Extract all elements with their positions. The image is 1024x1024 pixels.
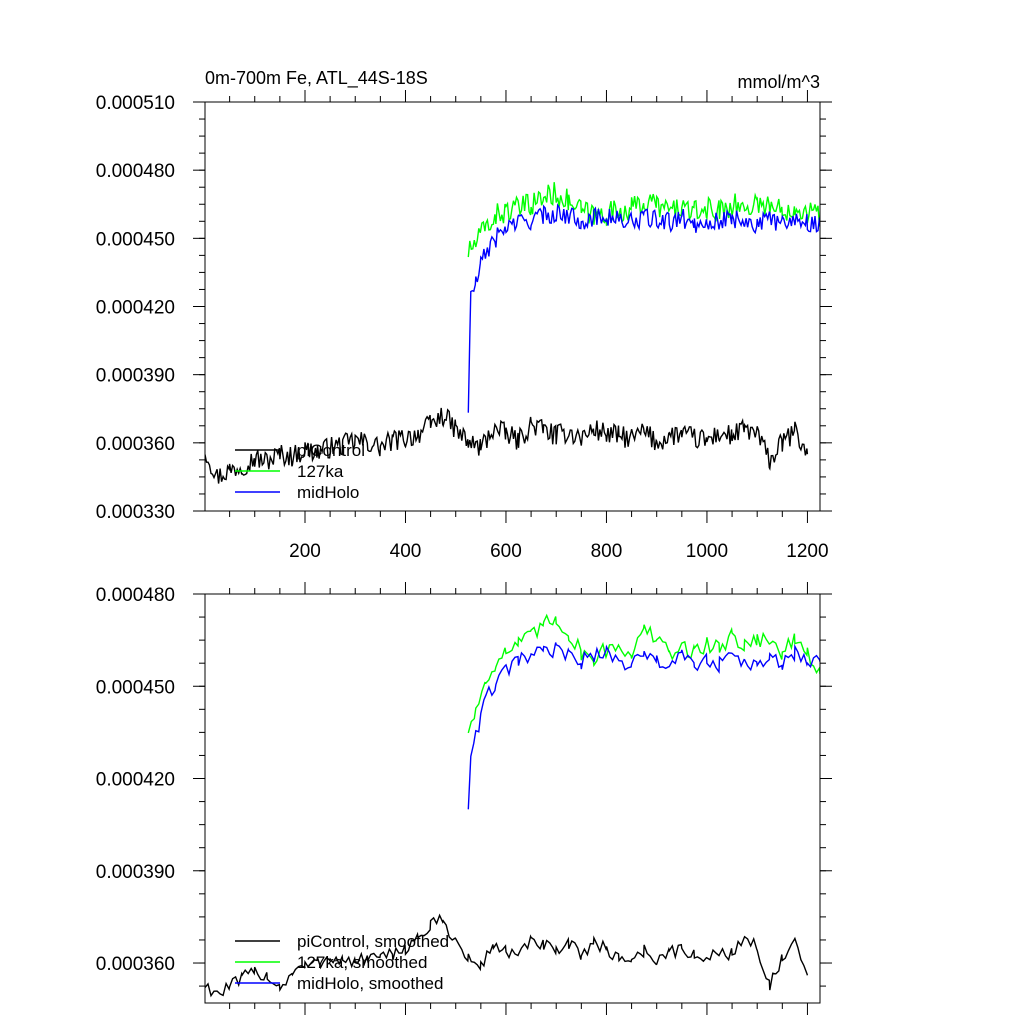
- y-tick-label: 0.000390: [96, 862, 175, 883]
- y-tick-label: 0.000360: [96, 434, 175, 455]
- y-tick-label: 0.000420: [96, 298, 175, 319]
- x-tick-label: 200: [289, 541, 321, 562]
- y-tick-label: 0.000450: [96, 677, 175, 698]
- y-tick-label: 0.000360: [96, 954, 175, 975]
- y-tick-label: 0.000330: [96, 502, 175, 523]
- y-tick-label: 0.000510: [96, 93, 175, 114]
- series-line-3: [467, 642, 820, 810]
- legend-label: piControl, smoothed: [297, 932, 449, 951]
- series-line-3: [467, 203, 820, 413]
- chart-title: 0m-700m Fe, ATL_44S-18S: [205, 68, 428, 89]
- series-line-1: [205, 407, 809, 484]
- y-tick-label: 0.000390: [96, 366, 175, 387]
- y-tick-label: 0.000450: [96, 229, 175, 250]
- y-tick-label: 0.000420: [96, 770, 175, 791]
- x-tick-label: 400: [390, 541, 422, 562]
- x-tick-label: 600: [490, 541, 522, 562]
- units-label: mmol/m^3: [738, 72, 820, 92]
- y-tick-label: 0.000480: [96, 161, 175, 182]
- legend-label: 127ka: [297, 462, 344, 481]
- legend-label: 127ka, smoothed: [297, 953, 427, 972]
- x-tick-label: 1000: [686, 541, 728, 562]
- legend-label: midHolo, smoothed: [297, 974, 443, 993]
- panel-1: 0.000330 0.000360 0.000390 0.000420 0.000450…: [96, 68, 832, 562]
- x-tick-label: 800: [591, 541, 623, 562]
- series-line-2: [467, 182, 820, 258]
- panel-2: 0.000360 0.000390 0.000420 0.000450 0.000480…: [96, 582, 832, 1015]
- y-tick-label: 0.000480: [96, 585, 175, 606]
- series-line-2: [467, 613, 820, 734]
- series-line-1: [205, 913, 809, 998]
- x-tick-label: 1200: [786, 541, 828, 562]
- legend-label: midHolo: [297, 483, 359, 502]
- plot-frame: [204, 593, 821, 1004]
- legend-label: piControl: [297, 441, 365, 460]
